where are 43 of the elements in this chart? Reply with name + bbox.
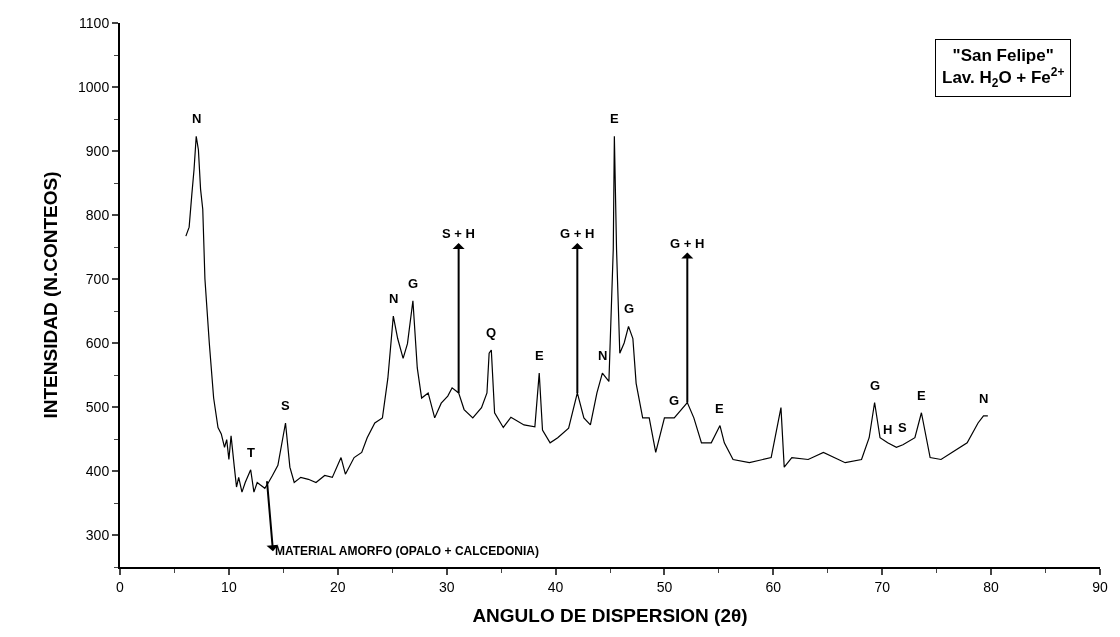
annotation: N [598, 348, 608, 363]
annotation: E [535, 348, 544, 363]
y-tick-label: 1000 [78, 78, 110, 95]
annotation: H [883, 422, 893, 437]
y-tick-label: 700 [85, 270, 110, 287]
annotation: E [917, 388, 926, 403]
x-tick-label: 50 [656, 578, 673, 595]
annotation: Q [486, 325, 497, 340]
y-tick-label: 500 [85, 398, 110, 415]
x-tick-label: 40 [547, 578, 564, 595]
annotation: G [624, 301, 635, 316]
x-tick-label: 80 [983, 578, 1000, 595]
annotation: E [610, 111, 619, 126]
x-tick-label: 20 [329, 578, 346, 595]
annotation: G [669, 393, 680, 408]
x-tick-label: 60 [765, 578, 782, 595]
y-tick-label: 400 [85, 462, 110, 479]
y-tick-label: 900 [85, 142, 110, 159]
x-tick-label: 30 [438, 578, 455, 595]
y-tick-label: 600 [85, 334, 110, 351]
annotation: S [898, 420, 907, 435]
annotation: N [389, 291, 399, 306]
y-tick-label: 300 [85, 526, 110, 543]
annotation: G [408, 276, 419, 291]
y-tick-label: 800 [85, 206, 110, 223]
x-tick-label: 0 [116, 578, 125, 595]
x-tick-label: 70 [874, 578, 891, 595]
y-tick-label: 1100 [79, 14, 110, 31]
x-tick-label: 10 [221, 578, 237, 595]
annotation: T [247, 445, 255, 460]
annotation: N [192, 111, 202, 126]
annotation: G + H [670, 236, 705, 251]
annotation: N [979, 391, 989, 406]
x-tick-label: 90 [1092, 578, 1108, 595]
y-axis-title: INTENSIDAD (N.CONTEOS) [40, 171, 62, 419]
annotation: MATERIAL AMORFO (OPALO + CALCEDONIA) [275, 544, 539, 558]
annotation: E [715, 401, 724, 416]
text: "San Felipe" Lav. H$_{2}$O + Fe$^{2+}$ [942, 46, 1065, 90]
annotation: S [281, 398, 290, 413]
annotation: G [870, 378, 881, 393]
x-axis-title: ANGULO DE DISPERSION (2θ) [472, 605, 748, 627]
annotation: S + H [442, 226, 475, 241]
annotation: G + H [560, 226, 595, 241]
